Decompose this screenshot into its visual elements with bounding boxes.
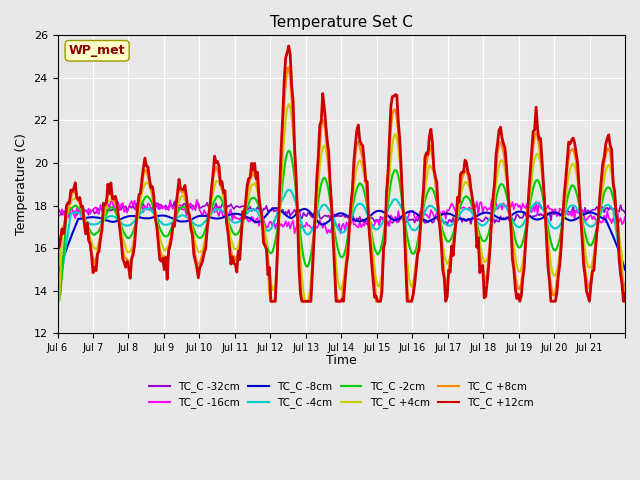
TC_C +12cm — [285, 43, 292, 49]
Legend: TC_C -32cm, TC_C -16cm, TC_C -8cm, TC_C -4cm, TC_C -2cm, TC_C +4cm, TC_C +8cm, T: TC_C -32cm, TC_C -16cm, TC_C -8cm, TC_C … — [145, 377, 538, 412]
TC_C -2cm — [544, 225, 552, 231]
TC_C +4cm — [54, 299, 61, 304]
TC_C -16cm — [337, 230, 344, 236]
TC_C +4cm — [91, 245, 99, 251]
TC_C +12cm — [349, 188, 356, 193]
Y-axis label: Temperature (C): Temperature (C) — [15, 133, 28, 235]
TC_C -2cm — [91, 232, 99, 238]
TC_C +8cm — [91, 261, 99, 266]
Title: Temperature Set C: Temperature Set C — [270, 15, 413, 30]
TC_C -8cm — [618, 257, 626, 263]
TC_C -16cm — [73, 205, 81, 211]
Line: TC_C -32cm: TC_C -32cm — [58, 202, 625, 226]
TC_C +8cm — [73, 193, 81, 199]
TC_C +12cm — [461, 157, 469, 163]
TC_C -8cm — [91, 215, 99, 220]
TC_C -32cm — [488, 223, 495, 228]
TC_C -8cm — [544, 212, 552, 217]
TC_C +8cm — [618, 276, 626, 281]
Line: TC_C +4cm: TC_C +4cm — [58, 104, 625, 301]
TC_C -32cm — [54, 213, 61, 218]
TC_C +8cm — [285, 64, 292, 70]
TC_C -32cm — [621, 210, 629, 216]
TC_C -2cm — [618, 281, 626, 287]
TC_C -4cm — [544, 217, 552, 223]
Line: TC_C +12cm: TC_C +12cm — [58, 46, 625, 301]
TC_C -8cm — [73, 220, 81, 226]
TC_C -2cm — [73, 204, 81, 209]
TC_C -4cm — [91, 222, 99, 228]
TC_C -32cm — [347, 216, 355, 222]
TC_C +4cm — [460, 183, 467, 189]
TC_C -32cm — [545, 209, 553, 215]
TC_C +12cm — [621, 291, 629, 297]
TC_C -32cm — [620, 207, 627, 213]
TC_C +4cm — [73, 196, 81, 202]
TC_C +4cm — [618, 254, 626, 260]
TC_C -16cm — [54, 216, 61, 221]
TC_C +4cm — [544, 235, 552, 241]
Line: TC_C +8cm: TC_C +8cm — [58, 67, 625, 301]
TC_C +8cm — [621, 299, 629, 304]
TC_C -32cm — [460, 216, 467, 221]
TC_C +8cm — [544, 253, 552, 259]
Line: TC_C -4cm: TC_C -4cm — [58, 190, 625, 301]
TC_C +12cm — [545, 278, 553, 284]
TC_C +4cm — [347, 214, 355, 220]
Line: TC_C -16cm: TC_C -16cm — [58, 200, 625, 233]
TC_C -16cm — [193, 197, 201, 203]
TC_C -32cm — [91, 211, 99, 216]
TC_C +8cm — [347, 205, 355, 211]
TC_C +4cm — [621, 299, 629, 304]
TC_C -8cm — [460, 216, 467, 222]
TC_C -2cm — [621, 299, 629, 304]
TC_C +12cm — [267, 299, 275, 304]
TC_C -32cm — [73, 212, 81, 218]
TC_C -2cm — [54, 299, 61, 304]
TC_C -4cm — [285, 187, 292, 192]
TC_C -16cm — [91, 205, 99, 211]
TC_C -4cm — [54, 299, 61, 304]
TC_C -16cm — [545, 206, 553, 212]
TC_C -16cm — [349, 216, 356, 221]
TC_C -8cm — [347, 215, 355, 221]
TC_C +12cm — [54, 242, 61, 248]
TC_C -2cm — [460, 196, 467, 202]
Text: WP_met: WP_met — [69, 44, 125, 57]
TC_C -32cm — [171, 199, 179, 204]
TC_C -4cm — [73, 210, 81, 216]
TC_C +8cm — [460, 171, 467, 177]
TC_C -8cm — [621, 267, 629, 273]
TC_C +4cm — [285, 101, 292, 107]
TC_C -4cm — [460, 207, 467, 213]
TC_C -16cm — [620, 219, 627, 225]
TC_C -16cm — [621, 214, 629, 220]
X-axis label: Time: Time — [326, 354, 356, 367]
TC_C -8cm — [54, 272, 61, 278]
TC_C -2cm — [347, 213, 355, 219]
TC_C -2cm — [285, 148, 292, 154]
TC_C +12cm — [73, 195, 81, 201]
TC_C +12cm — [620, 299, 627, 304]
TC_C -8cm — [271, 205, 279, 211]
TC_C +12cm — [91, 264, 99, 270]
TC_C +8cm — [54, 299, 61, 304]
TC_C -4cm — [618, 271, 626, 276]
Line: TC_C -8cm: TC_C -8cm — [58, 208, 625, 275]
TC_C -4cm — [347, 216, 355, 222]
TC_C -16cm — [461, 205, 469, 211]
TC_C -4cm — [621, 293, 629, 299]
Line: TC_C -2cm: TC_C -2cm — [58, 151, 625, 301]
